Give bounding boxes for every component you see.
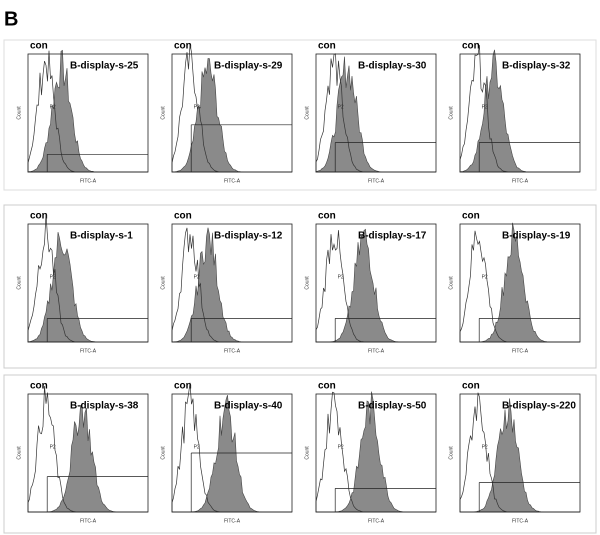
gate-label: P2 (338, 274, 344, 280)
plot-frame (459, 393, 581, 513)
sample-histogram (171, 227, 292, 343)
x-axis-label: FITC-A (512, 348, 529, 354)
plot-frame (27, 223, 149, 343)
sample-label: B-display-s-32 (502, 61, 571, 72)
gate-label: P2 (338, 104, 344, 110)
gate-label: P2 (194, 104, 200, 110)
x-axis-label: FITC-A (224, 518, 241, 524)
row-frame (3, 204, 597, 369)
y-axis-label: Count (160, 446, 166, 460)
y-axis-label: Count (304, 446, 310, 460)
sample-histogram (315, 56, 436, 173)
plot-frame (171, 53, 293, 173)
sample-histogram (316, 228, 436, 343)
y-axis-label: Count (304, 106, 310, 120)
gate-label: P2 (50, 274, 56, 280)
x-axis-label: FITC-A (512, 178, 529, 184)
plot-frame (315, 223, 437, 343)
plot-frame (27, 393, 149, 513)
plot-frame (27, 53, 149, 173)
y-axis-label: Count (448, 106, 454, 120)
x-axis-label: FITC-A (80, 518, 97, 524)
y-axis-label: Count (448, 446, 454, 460)
x-axis-label: FITC-A (368, 178, 385, 184)
x-axis-label: FITC-A (224, 178, 241, 184)
control-label: con (174, 211, 192, 222)
sample-histogram (172, 395, 292, 513)
sample-label: B-display-s-25 (70, 61, 139, 72)
row-frame (3, 374, 597, 534)
sample-label: B-display-s-1 (70, 231, 133, 242)
sample-histogram (27, 232, 148, 343)
sample-label: B-display-s-40 (214, 401, 283, 412)
control-label: con (462, 211, 480, 222)
y-axis-label: Count (16, 106, 22, 120)
x-axis-label: FITC-A (368, 348, 385, 354)
panel-label: B (4, 8, 18, 30)
y-axis-label: Count (160, 276, 166, 290)
sample-label: B-display-s-12 (214, 231, 283, 242)
control-label: con (318, 381, 336, 392)
sample-label: B-display-s-50 (358, 401, 427, 412)
gate-label: P2 (194, 274, 200, 280)
gate-label: P2 (338, 444, 344, 450)
control-label: con (318, 41, 336, 52)
plot-frame (315, 53, 437, 173)
y-axis-label: Count (160, 106, 166, 120)
plot-frame (459, 223, 581, 343)
plot-frame (171, 223, 293, 343)
gate-label: P2 (194, 444, 200, 450)
y-axis-label: Count (16, 276, 22, 290)
gate-label: P2 (482, 444, 488, 450)
sample-histogram (460, 398, 580, 513)
y-axis-label: Count (16, 446, 22, 460)
y-axis-label: Count (304, 276, 310, 290)
control-label: con (462, 41, 480, 52)
plot-frame (459, 53, 581, 173)
sample-label: B-display-s-38 (70, 401, 139, 412)
control-label: con (174, 41, 192, 52)
gate-label: P2 (50, 104, 56, 110)
sample-label: B-display-s-220 (502, 401, 576, 412)
sample-label: B-display-s-30 (358, 61, 427, 72)
plot-frame (315, 393, 437, 513)
sample-histogram (28, 404, 148, 513)
row-frame (3, 39, 597, 191)
y-axis-label: Count (448, 276, 454, 290)
sample-label: B-display-s-17 (358, 231, 427, 242)
gate-label: P2 (50, 444, 56, 450)
gate-label: P2 (482, 104, 488, 110)
sample-histogram (171, 58, 292, 173)
x-axis-label: FITC-A (80, 178, 97, 184)
sample-label: B-display-s-29 (214, 61, 283, 72)
gate-label: P2 (482, 274, 488, 280)
control-label: con (30, 381, 48, 392)
control-label: con (30, 211, 48, 222)
sample-label: B-display-s-19 (502, 231, 571, 242)
x-axis-label: FITC-A (224, 348, 241, 354)
x-axis-label: FITC-A (80, 348, 97, 354)
control-label: con (30, 41, 48, 52)
control-label: con (318, 211, 336, 222)
control-label: con (174, 381, 192, 392)
x-axis-label: FITC-A (368, 518, 385, 524)
control-label: con (462, 381, 480, 392)
x-axis-label: FITC-A (512, 518, 529, 524)
